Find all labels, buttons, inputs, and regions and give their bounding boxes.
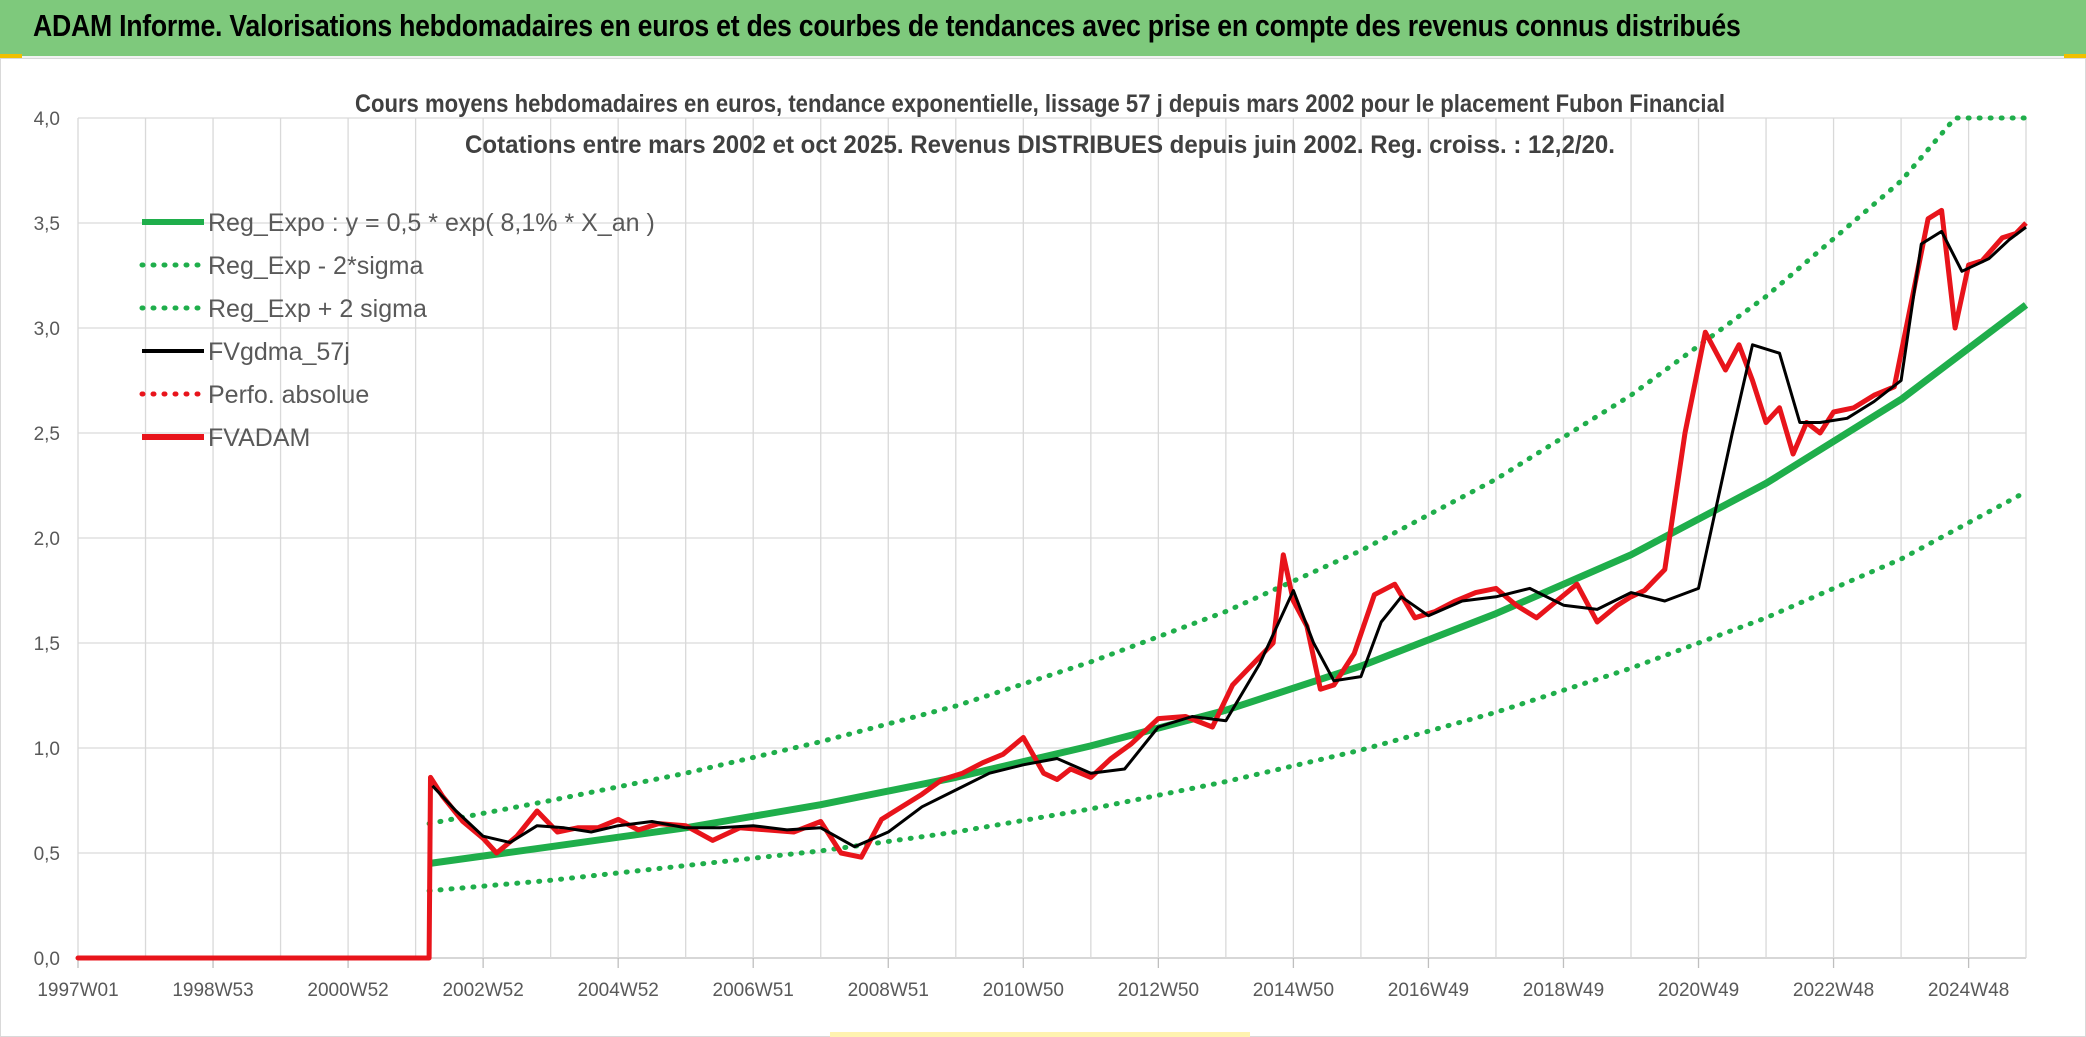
- x-tick-label: 2006W51: [713, 980, 794, 1001]
- bottom-mark: [830, 1032, 1250, 1037]
- x-tick-label: 1997W01: [37, 980, 118, 1001]
- x-tick-label: 2024W48: [1928, 980, 2009, 1001]
- x-tick-label: 2000W52: [307, 980, 388, 1001]
- y-tick-label: 0,0: [34, 949, 60, 970]
- series-line-0: [428, 302, 2029, 867]
- x-tick-label: 2004W52: [578, 980, 659, 1001]
- legend-label: Reg_Expo : y = 0,5 * exp( 8,1% * X_an ): [208, 209, 655, 237]
- chart-subtitle: Cotations entre mars 2002 et oct 2025. R…: [465, 131, 1615, 159]
- series-line-2: [426, 115, 2029, 827]
- y-tick-label: 3,5: [34, 214, 60, 235]
- x-tick-label: 2016W49: [1388, 980, 1469, 1001]
- x-tick-label: 2010W50: [983, 980, 1064, 1001]
- y-tick-label: 1,5: [34, 634, 60, 655]
- y-tick-label: 2,5: [34, 424, 60, 445]
- legend-label: Reg_Exp + 2 sigma: [208, 295, 427, 323]
- x-axis-tick-labels: 1997W01 1998W53 2000W52 2002W52 2004W52 2006W…: [37, 980, 2009, 1001]
- legend-label: FVADAM: [208, 424, 310, 452]
- report-title: ADAM Informe. Valorisations hebdomadaire…: [33, 8, 1741, 43]
- chart-title: Cours moyens hebdomadaires en euros, ten…: [355, 90, 1725, 118]
- y-tick-label: 1,0: [34, 739, 60, 760]
- x-tick-label: 2022W48: [1793, 980, 1874, 1001]
- y-tick-label: 0,5: [34, 844, 60, 865]
- legend-label: Perfo. absolue: [208, 381, 369, 409]
- corner-mark-right: [2064, 54, 2086, 60]
- legend-label: Reg_Exp - 2*sigma: [208, 252, 423, 280]
- x-tick-label: 2014W50: [1253, 980, 1334, 1001]
- y-tick-label: 2,0: [34, 529, 60, 550]
- x-tick-label: 2020W49: [1658, 980, 1739, 1001]
- x-tick-label: 2012W50: [1118, 980, 1199, 1001]
- series-line-1: [426, 489, 2029, 894]
- y-tick-label: 3,0: [34, 319, 60, 340]
- x-tick-label: 2008W51: [848, 980, 929, 1001]
- report-banner: ADAM Informe. Valorisations hebdomadaire…: [0, 0, 2086, 58]
- x-tick-label: 2018W49: [1523, 980, 1604, 1001]
- chart-series: [75, 115, 2029, 961]
- chart-grid: [77, 117, 2027, 968]
- chart-legend: Reg_Expo : y = 0,5 * exp( 8,1% * X_an ) R…: [139, 209, 655, 452]
- y-tick-label: 4,0: [34, 109, 60, 130]
- corner-mark-left: [0, 54, 22, 60]
- y-axis-tick-labels: 0,0 0,5 1,0 1,5 2,0 2,5 3,0 3,5 4,0: [34, 109, 60, 970]
- legend-label: FVgdma_57j: [208, 338, 350, 366]
- series-line-3: [431, 225, 2027, 849]
- x-tick-label: 1998W53: [172, 980, 253, 1001]
- x-tick-label: 2002W52: [442, 980, 523, 1001]
